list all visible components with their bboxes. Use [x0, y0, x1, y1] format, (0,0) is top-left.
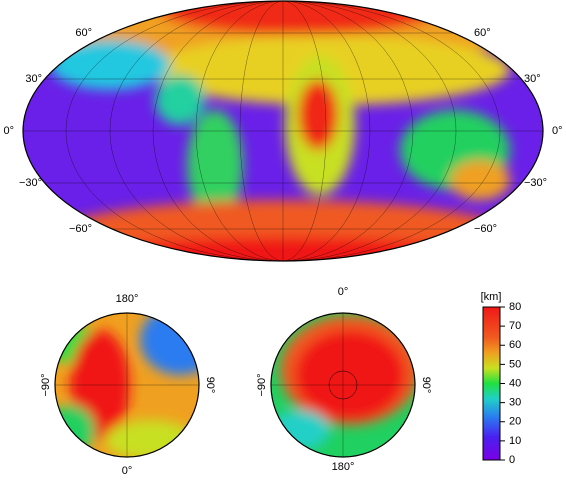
colorbar-label: [km]: [481, 291, 502, 303]
colorbar-tick-label: 50: [509, 358, 521, 370]
lon-label: −90°: [40, 373, 52, 396]
colorbar-ticks: 0 10 20 30 40 50 60 70 80: [500, 301, 521, 466]
lat-label: −60°: [69, 223, 92, 235]
polar-border: [270, 312, 416, 458]
lat-label: 30°: [524, 73, 541, 85]
lon-label: 90°: [420, 377, 432, 394]
south-polar-map: [271, 313, 415, 457]
colorbar-tick-label: 20: [509, 416, 521, 428]
colorbar-tick-label: 70: [509, 320, 521, 332]
lat-label: 0°: [3, 125, 14, 137]
lon-label: 90°: [204, 377, 216, 394]
lat-label: 60°: [474, 27, 491, 39]
colorbar-tick-label: 30: [509, 397, 521, 409]
lon-label: −90°: [256, 373, 268, 396]
lon-label: 0°: [122, 465, 133, 477]
colorbar-tick-label: 0: [509, 454, 515, 466]
north-polar-map: [55, 313, 199, 457]
lon-label: 180°: [116, 293, 139, 305]
lat-label: −60°: [474, 223, 497, 235]
world-map: [23, 1, 543, 261]
colorbar-tick-label: 40: [509, 377, 521, 389]
polar-border: [54, 312, 200, 458]
colorbar-tick-label: 10: [509, 435, 521, 447]
lon-label: 180°: [332, 461, 355, 473]
colorbar-tick-label: 60: [509, 339, 521, 351]
colorbar-tick-label: 80: [509, 301, 521, 313]
colorbar: [482, 306, 501, 461]
lat-label: −30°: [19, 177, 42, 189]
lat-label: 30°: [25, 73, 42, 85]
lon-label: 0°: [338, 286, 349, 298]
lat-label: 60°: [75, 27, 92, 39]
lat-label: −30°: [524, 177, 547, 189]
map-border: [22, 0, 544, 262]
lat-label: 0°: [552, 125, 563, 137]
lat-labels: 60° 30° 0° −30° −60° 60° 30° 0° −30° −60°: [3, 27, 562, 235]
